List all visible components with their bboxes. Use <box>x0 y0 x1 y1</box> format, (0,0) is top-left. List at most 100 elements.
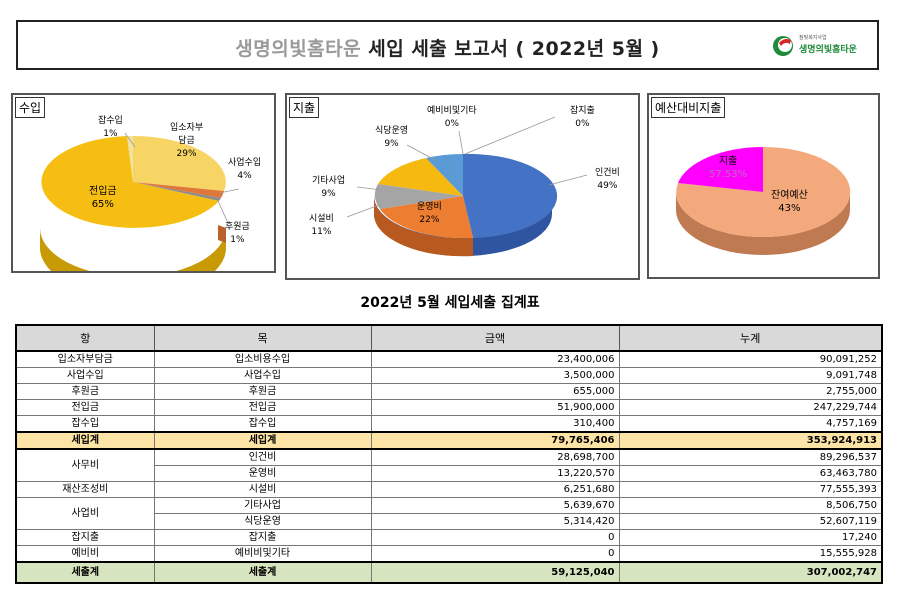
logo-name: 생명의빛홈타운 <box>799 45 857 55</box>
label-misc-income: 잡수입 1% <box>98 116 123 139</box>
title-org-name: 생명의빛홈타운 <box>235 38 362 60</box>
summary-table-title: 2022년 5월 세입세출 집계표 <box>360 295 540 311</box>
cell-total: 77,555,393 <box>618 481 883 498</box>
cell-amount: 28,698,700 <box>370 448 620 466</box>
cell-total: 15,555,928 <box>618 545 883 563</box>
pie-slice-operations <box>380 196 473 239</box>
header-total: 누계 <box>618 324 883 352</box>
label-donation: 후원금 1% <box>225 222 250 245</box>
table-row: 후원금 후원금 655,000 2,755,000 <box>15 383 883 400</box>
title-report-name: 세입 세출 보고서 ( 2022년 5월 ) <box>361 38 660 60</box>
budget-pie-depth <box>676 192 850 255</box>
cell-hang: 재산조성비 <box>15 481 155 498</box>
income-pie-chart <box>40 132 240 271</box>
cell-mok: 사업수입 <box>153 367 372 384</box>
cell-mok: 잡수입 <box>153 415 372 433</box>
income-chart-panel: 수입 입소자부 담금 29% 잡수입 1% 사업수입 4% 후원금 1% 전입금 65% <box>11 93 276 273</box>
cell-amount: 79,765,406 <box>370 431 620 450</box>
label-remaining-budget: 잔여예산 43% <box>771 190 808 214</box>
expense-total-row: 세출계 세출계 59,125,040 307,002,747 <box>15 561 883 584</box>
header-hang: 항 <box>15 324 155 352</box>
cell-total: 52,607,119 <box>618 513 883 530</box>
pie-slice-labor <box>463 153 558 238</box>
cell-mok: 인건비 <box>153 448 372 466</box>
cell-total: 4,757,169 <box>618 415 883 433</box>
cell-mok: 입소비용수입 <box>153 350 372 368</box>
cell-hang: 입소자부담금 <box>15 350 155 368</box>
cell-mok: 예비비및기타 <box>153 545 372 563</box>
cell-hang: 예비비 <box>15 545 155 563</box>
label-labor: 인건비 49% <box>595 168 620 191</box>
table-row: 잡지출 잡지출 0 17,240 <box>15 529 883 546</box>
label-transfer: 전입금 65% <box>89 186 117 210</box>
cell-amount: 655,000 <box>370 383 620 400</box>
leader-line-misc <box>124 132 136 148</box>
cell-total: 247,229,744 <box>618 399 883 416</box>
cell-amount: 13,220,570 <box>370 465 620 482</box>
cell-hang: 사업수입 <box>15 367 155 384</box>
budget-chart-label: 예산대비지출 <box>651 97 726 118</box>
pie-slice-transfer <box>41 136 220 228</box>
pie-slice-other-business <box>374 184 463 209</box>
cell-hang: 세출계 <box>15 561 155 584</box>
cell-hang: 사업비 <box>15 497 155 530</box>
leader-line-misc-expense <box>464 116 556 155</box>
cell-amount: 6,251,680 <box>370 481 620 498</box>
pie-slice-donation <box>133 182 221 201</box>
cell-hang: 사무비 <box>15 448 155 482</box>
summary-table: 항 목 금액 누계 입소자부담금 입소비용수입 23,400,006 90,09… <box>15 324 883 584</box>
table-row: 사업수입 사업수입 3,500,000 9,091,748 <box>15 367 883 384</box>
cell-mok: 후원금 <box>153 383 372 400</box>
cell-mok: 세출계 <box>153 561 372 584</box>
expense-pie-depth-left <box>373 196 473 257</box>
table-row: 잡수입 잡수입 310,400 4,757,169 <box>15 415 883 433</box>
expense-pie-chart <box>346 116 588 257</box>
leader-line-cafeteria <box>406 144 436 161</box>
header-mok: 목 <box>153 324 372 352</box>
pie-slice-spent <box>678 147 763 192</box>
cell-mok: 세입계 <box>153 431 372 450</box>
label-income-fee: 입소자부 담금 29% <box>170 123 204 159</box>
label-cafeteria: 식당운영 9% <box>375 126 409 149</box>
cell-amount: 51,900,000 <box>370 399 620 416</box>
cell-total: 90,091,252 <box>618 350 883 368</box>
cell-amount: 0 <box>370 545 620 563</box>
cell-hang: 후원금 <box>15 383 155 400</box>
budget-chart-panel: 예산대비지출 지출 57.53% 잔여예산 43% <box>647 93 880 279</box>
cell-mok: 운영비 <box>153 465 372 482</box>
logo-mark-icon <box>773 36 793 56</box>
cell-hang: 잡수입 <box>15 415 155 433</box>
table-row: 재산조성비 시설비 6,251,680 77,555,393 <box>15 481 883 498</box>
pie-slice-business-income <box>133 182 224 198</box>
income-pie-depth-business <box>218 225 226 243</box>
cell-total: 17,240 <box>618 529 883 546</box>
cell-total: 307,002,747 <box>618 561 883 584</box>
cell-hang: 전입금 <box>15 399 155 416</box>
cell-amount: 5,314,420 <box>370 513 620 530</box>
leader-line-other <box>356 186 383 191</box>
cell-mok: 식당운영 <box>153 513 372 530</box>
cell-amount: 23,400,006 <box>370 350 620 368</box>
pie-slice-cafeteria <box>378 158 463 196</box>
cell-hang: 잡지출 <box>15 529 155 546</box>
pie-slice-misc-income <box>127 135 133 182</box>
pie-slice-income-fee <box>133 136 226 191</box>
cell-amount: 5,639,670 <box>370 497 620 514</box>
label-other-business: 기타사업 9% <box>312 176 346 199</box>
cell-amount: 0 <box>370 529 620 546</box>
label-business-income: 사업수입 4% <box>228 158 262 181</box>
cell-mok: 잡지출 <box>153 529 372 546</box>
table-row: 전입금 전입금 51,900,000 247,229,744 <box>15 399 883 416</box>
cell-total: 63,463,780 <box>618 465 883 482</box>
table-header-row: 항 목 금액 누계 <box>15 324 883 352</box>
cell-total: 8,506,750 <box>618 497 883 514</box>
leader-line-reserve <box>458 130 464 155</box>
income-subtotal-row: 세입계 세입계 79,765,406 353,924,913 <box>15 431 883 450</box>
cell-mok: 기타사업 <box>153 497 372 514</box>
label-operations: 운영비 22% <box>417 202 442 225</box>
table-row: 사업비 기타사업 5,639,670 8,506,750 <box>15 497 883 530</box>
label-misc-expense: 잡지출 0% <box>570 106 595 129</box>
cell-mok: 전입금 <box>153 399 372 416</box>
cell-total: 353,924,913 <box>618 431 883 450</box>
cell-total: 9,091,748 <box>618 367 883 384</box>
